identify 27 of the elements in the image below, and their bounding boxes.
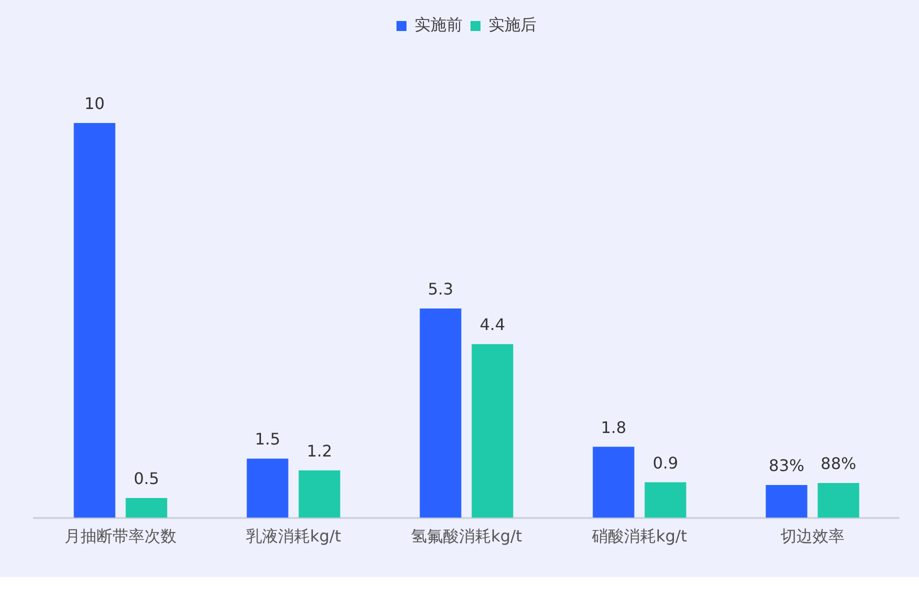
data-label: 1.2	[306, 442, 332, 461]
data-label: 1.8	[600, 418, 626, 437]
bar	[74, 122, 116, 518]
legend-label: 实施前	[414, 15, 462, 34]
data-label: 10	[84, 94, 105, 114]
bar	[592, 446, 634, 518]
bar	[644, 482, 686, 518]
bar	[126, 498, 168, 518]
data-label: 83%	[768, 456, 804, 476]
legend-label: 实施后	[488, 15, 536, 34]
bar	[818, 483, 860, 518]
data-label: 0.9	[652, 453, 678, 472]
x-tick-label: 乳液消耗kg/t	[246, 526, 342, 546]
x-tick-label: 月抽断带率次数	[64, 526, 176, 546]
data-label: 0.5	[134, 469, 160, 488]
bar	[766, 485, 808, 518]
x-tick-label: 硝酸消耗kg/t	[590, 526, 688, 546]
data-label: 1.5	[254, 430, 280, 449]
data-label: 4.4	[480, 315, 506, 334]
data-label: 88%	[820, 454, 856, 474]
bar	[298, 470, 340, 518]
data-label: 5.3	[428, 280, 454, 299]
x-tick-label: 氢氟酸消耗kg/t	[410, 526, 522, 546]
x-tick-label: 切边效率	[780, 526, 844, 546]
bar	[246, 458, 288, 518]
bar	[420, 308, 462, 518]
bar	[472, 344, 514, 518]
